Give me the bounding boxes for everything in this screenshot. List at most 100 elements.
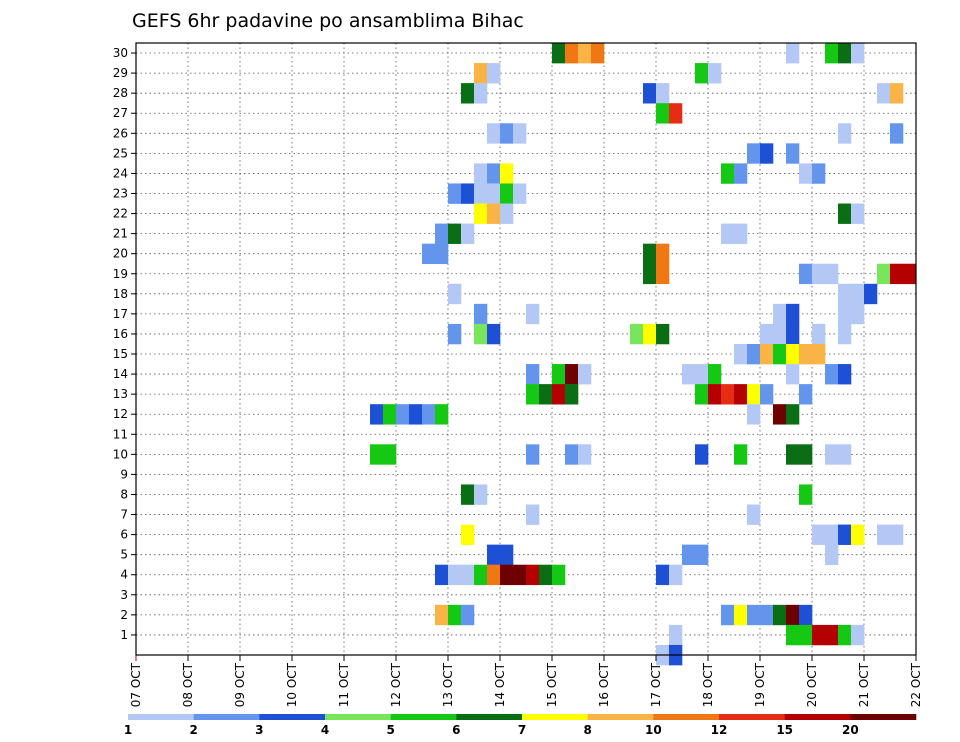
precipitation-cell — [474, 203, 488, 224]
x-tick-label: 21 OCT — [857, 662, 871, 707]
x-tick-label: 09 OCT — [233, 662, 247, 707]
precipitation-cell — [643, 263, 657, 285]
precipitation-cell — [526, 444, 540, 465]
y-tick-label: 17 — [113, 307, 128, 321]
y-tick-label: 6 — [120, 528, 128, 542]
precipitation-cell — [500, 203, 514, 224]
precipitation-cell — [721, 604, 735, 626]
precipitation-cell — [825, 544, 839, 566]
precipitation-cell — [812, 163, 826, 184]
precipitation-cell — [656, 564, 670, 586]
precipitation-cell — [500, 163, 514, 184]
precipitation-cell — [708, 384, 722, 405]
colorbar-segment — [719, 714, 785, 720]
precipitation-cell — [448, 183, 462, 204]
precipitation-cell — [474, 83, 488, 104]
precipitation-cell — [474, 303, 488, 325]
precipitation-cell — [747, 384, 761, 405]
precipitation-cell — [734, 384, 748, 405]
colorbar-segment — [259, 714, 326, 720]
precipitation-cell — [877, 263, 891, 285]
precipitation-cell — [448, 604, 462, 626]
y-tick-label: 29 — [113, 66, 128, 80]
precipitation-cell — [656, 83, 670, 104]
precipitation-cell — [799, 624, 813, 646]
precipitation-cell — [747, 604, 761, 626]
colorbar-label: 6 — [452, 723, 460, 737]
precipitation-cell — [786, 444, 800, 465]
colorbar-segment — [325, 714, 391, 720]
colorbar-label: 20 — [842, 723, 859, 737]
precipitation-cell — [383, 444, 397, 465]
precipitation-cell — [838, 283, 852, 305]
precipitation-cell — [851, 283, 865, 305]
precipitation-cell — [799, 343, 813, 365]
precipitation-cell — [825, 624, 839, 646]
y-tick-label: 15 — [113, 347, 128, 361]
precipitation-cell — [656, 103, 670, 124]
x-tick-label: 22 OCT — [909, 662, 923, 707]
colorbar-label: 2 — [189, 723, 197, 737]
colorbar-label: 8 — [583, 723, 591, 737]
precipitation-cell — [890, 83, 904, 104]
y-tick-label: 10 — [113, 447, 128, 461]
precipitation-cell — [526, 384, 540, 405]
precipitation-cell — [695, 544, 709, 566]
x-tick-label: 11 OCT — [337, 662, 351, 707]
precipitation-cell — [487, 163, 501, 184]
precipitation-cell — [721, 384, 735, 405]
precipitation-cell — [682, 364, 696, 385]
precipitation-cell — [786, 143, 800, 164]
y-tick-label: 20 — [113, 247, 128, 261]
precipitation-cell — [487, 123, 501, 144]
precipitation-cell — [838, 524, 852, 545]
colorbar-segment — [850, 714, 917, 720]
precipitation-cell — [552, 364, 566, 385]
precipitation-cell — [474, 323, 488, 345]
y-tick-label: 21 — [113, 227, 128, 241]
precipitation-cell — [825, 43, 839, 64]
colorbar-segment — [456, 714, 523, 720]
y-tick-label: 18 — [113, 287, 128, 301]
precipitation-cell — [526, 364, 540, 385]
precipitation-cell — [422, 404, 436, 425]
precipitation-cell — [786, 43, 800, 64]
precipitation-cell — [539, 564, 553, 586]
colorbar-segment — [653, 714, 720, 720]
precipitation-cell — [812, 323, 826, 345]
y-tick-label: 26 — [113, 126, 128, 140]
precipitation-cell — [526, 303, 540, 325]
precipitation-cell — [773, 404, 787, 425]
x-tick-label: 15 OCT — [545, 662, 559, 707]
precipitation-cell — [565, 444, 579, 465]
precipitation-cell — [500, 564, 514, 586]
precipitation-cell — [851, 203, 865, 224]
precipitation-cell — [500, 123, 514, 144]
chart-title: GEFS 6hr padavine po ansamblima Bihac — [132, 10, 524, 32]
y-tick-label: 22 — [113, 207, 128, 221]
colorbar-segment — [128, 714, 194, 720]
precipitation-cell — [877, 83, 891, 104]
y-tick-label: 14 — [113, 367, 128, 381]
precipitation-cell — [461, 83, 475, 104]
precipitation-cell — [708, 364, 722, 385]
precipitation-cell — [630, 323, 644, 345]
y-axis-ticks: 1234567891011121314151617181920212223242… — [113, 46, 136, 642]
precipitation-cell — [812, 263, 826, 285]
precipitation-cell — [838, 203, 852, 224]
x-tick-label: 07 OCT — [129, 662, 143, 707]
precipitation-cell — [747, 343, 761, 365]
precipitation-cell — [786, 303, 800, 325]
y-tick-label: 28 — [113, 86, 128, 100]
precipitation-cell — [383, 404, 397, 425]
precipitation-cell — [656, 243, 670, 265]
precipitation-cell — [773, 604, 787, 626]
precipitation-cell — [461, 524, 475, 545]
precipitation-cells — [370, 43, 917, 666]
precipitation-cell — [461, 223, 475, 244]
precipitation-cell — [825, 263, 839, 285]
precipitation-cell — [851, 624, 865, 646]
precipitation-cell — [786, 323, 800, 345]
x-tick-label: 13 OCT — [441, 662, 455, 707]
precipitation-cell — [500, 183, 514, 204]
